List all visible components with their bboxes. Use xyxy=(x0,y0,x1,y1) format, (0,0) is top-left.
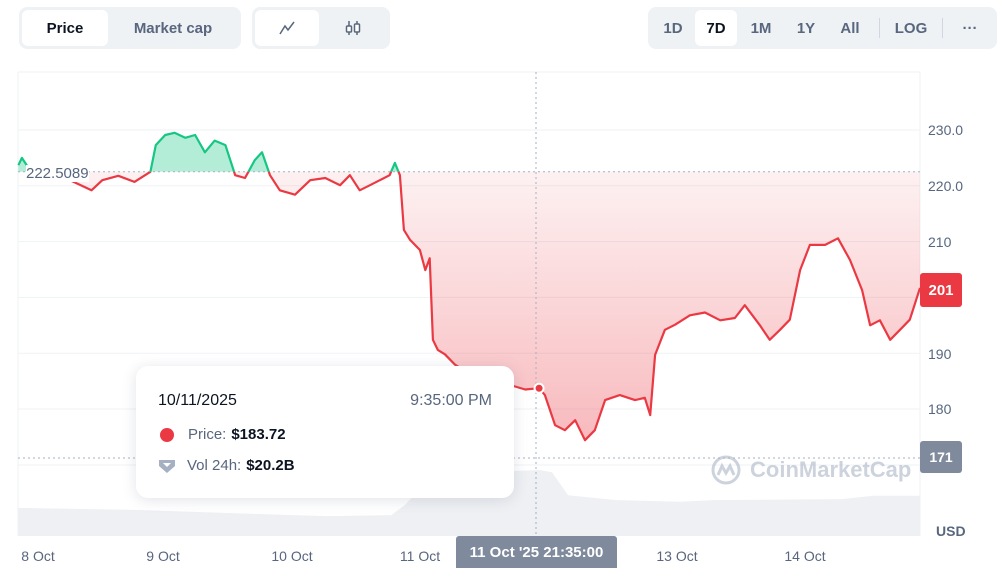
watermark: CoinMarketCap xyxy=(710,454,911,486)
x-tick-label: 13 Oct xyxy=(656,548,698,564)
volume-area xyxy=(18,470,921,536)
x-tick-label: 11 Oct xyxy=(399,548,441,564)
price-area-up xyxy=(18,132,920,172)
line-chart-button[interactable] xyxy=(255,10,319,46)
candlestick-button[interactable] xyxy=(319,10,387,46)
y-tick-label: 220.0 xyxy=(928,178,964,194)
price-tooltip: 10/11/2025 9:35:00 PM Price: $183.72 Vol… xyxy=(136,366,514,498)
crosshair-time-tag: 11 Oct '25 21:35:00 xyxy=(456,536,617,568)
tooltip-volume-label: Vol 24h: xyxy=(187,457,242,474)
tooltip-time: 9:35:00 PM xyxy=(410,392,492,409)
tab-market-cap[interactable]: Market cap xyxy=(133,19,213,37)
crosshair-price-tag: 171 xyxy=(920,441,962,473)
range-1m[interactable]: 1M xyxy=(750,19,772,37)
candlestick-icon xyxy=(345,21,361,35)
current-price-tag: 201 xyxy=(920,273,962,307)
divider xyxy=(879,18,880,38)
range-all[interactable]: All xyxy=(840,19,860,37)
range-7d[interactable]: 7D xyxy=(695,10,737,46)
volume-shield-icon xyxy=(159,459,175,473)
divider xyxy=(942,18,943,38)
price-area-down xyxy=(39,171,920,441)
watermark-text: CoinMarketCap xyxy=(750,457,912,482)
coinmarketcap-logo-icon xyxy=(711,455,741,485)
view-toggle: Price Market cap xyxy=(19,7,241,49)
tooltip-volume-value: $20.2B xyxy=(246,457,295,474)
y-tick-label: 180 xyxy=(928,401,952,417)
x-tick-label: 14 Oct xyxy=(784,548,826,564)
range-1d[interactable]: 1D xyxy=(663,19,683,37)
price-line-up xyxy=(17,131,400,172)
tab-price[interactable]: Price xyxy=(22,10,108,46)
chart-type-toggle xyxy=(252,7,390,49)
y-tick-label: 190 xyxy=(928,346,952,362)
range-1y[interactable]: 1Y xyxy=(796,19,816,37)
more-options-button[interactable]: ··· xyxy=(962,19,978,37)
price-dot-icon xyxy=(160,427,174,442)
y-tick-label: 230.0 xyxy=(928,122,964,138)
range-toggle: 1D 7D 1M 1Y All LOG ··· xyxy=(648,7,997,49)
x-tick-label: 10 Oct xyxy=(271,548,313,564)
baseline-label: 222.5089 xyxy=(26,165,89,182)
tooltip-price-value: $183.72 xyxy=(231,426,286,443)
tooltip-price-label: Price: xyxy=(188,426,227,443)
log-scale-button[interactable]: LOG xyxy=(894,19,928,37)
hover-point xyxy=(533,382,545,394)
tooltip-date: 10/11/2025 xyxy=(158,392,237,409)
currency-label: USD xyxy=(936,523,966,539)
x-tick-label: 9 Oct xyxy=(146,548,180,564)
x-tick-label: 8 Oct xyxy=(21,548,55,564)
tooltip-volume-row: Vol 24h: $20.2B xyxy=(158,457,295,474)
line-chart-icon xyxy=(279,21,295,35)
price-line-down xyxy=(32,171,922,442)
tooltip-price-row: Price: $183.72 xyxy=(160,426,286,443)
y-tick-label: 210 xyxy=(928,234,952,250)
